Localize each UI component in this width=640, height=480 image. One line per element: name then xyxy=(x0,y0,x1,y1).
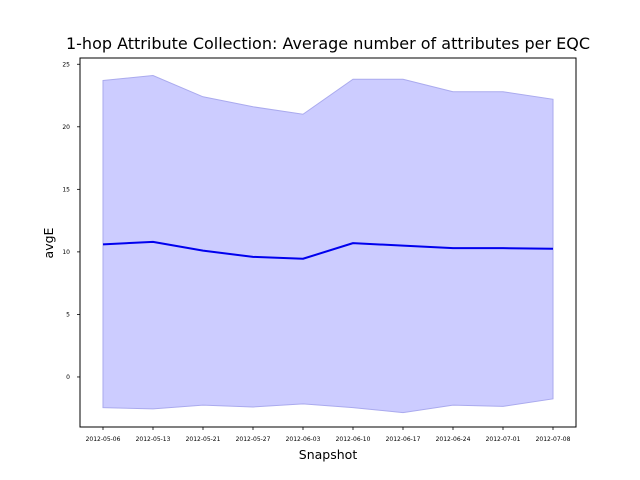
x-tick-label: 2012-06-17 xyxy=(386,436,421,443)
x-tick-label: 2012-05-21 xyxy=(186,436,221,443)
y-tick-label: 15 xyxy=(62,186,70,193)
chart-title: 1-hop Attribute Collection: Average numb… xyxy=(66,34,590,53)
y-tick-label: 5 xyxy=(66,311,70,318)
x-tick-label: 2012-05-13 xyxy=(136,436,171,443)
y-tick-label: 20 xyxy=(62,124,70,131)
x-tick-label: 2012-07-08 xyxy=(536,436,571,443)
plot-frame xyxy=(79,57,577,428)
x-tick-label: 2012-05-06 xyxy=(86,436,121,443)
confidence-band xyxy=(102,75,554,414)
y-tick-label: 10 xyxy=(62,249,70,256)
x-axis-ticks: 2012-05-06 2012-05-13 2012-05-21 2012-05-27… xyxy=(86,427,571,443)
y-axis-label: avgE xyxy=(41,227,56,258)
x-tick-label: 2012-06-03 xyxy=(286,436,321,443)
x-axis-label: Snapshot xyxy=(299,447,358,462)
x-tick-label: 2012-06-24 xyxy=(436,436,471,443)
y-axis-ticks: 0 5 10 15 20 25 xyxy=(62,61,80,381)
series-line-layer xyxy=(102,240,554,260)
x-tick-label: 2012-06-10 xyxy=(336,436,371,443)
y-tick-label: 0 xyxy=(66,374,70,381)
confidence-band-layer xyxy=(102,75,554,414)
x-tick-label: 2012-05-27 xyxy=(236,436,271,443)
mean-line xyxy=(102,240,554,260)
y-tick-label: 25 xyxy=(62,61,70,68)
x-tick-label: 2012-07-01 xyxy=(486,436,521,443)
